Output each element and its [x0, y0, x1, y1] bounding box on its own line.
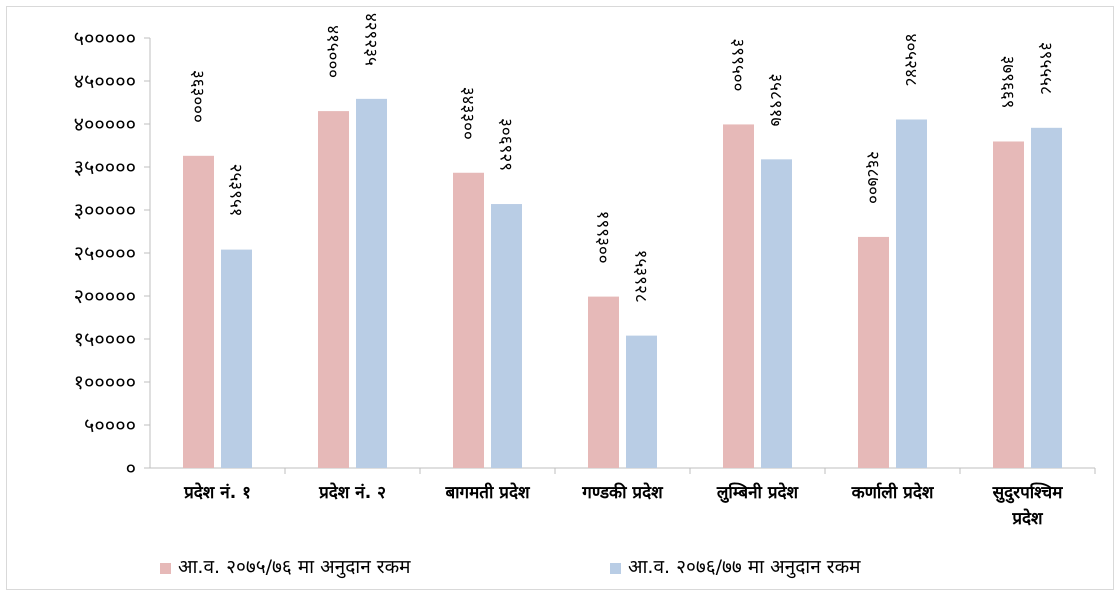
legend-entry-2: आ.व. २०७६/७७ मा अनुदान रकम: [628, 556, 861, 579]
data-label: ३७९६६९: [998, 55, 1018, 108]
data-label: ४२९२३५: [361, 13, 381, 66]
legend-swatch-1: [160, 563, 171, 574]
chart-frame: [6, 6, 1114, 590]
x-tick-label: सुदुरपश्चिम: [992, 482, 1064, 504]
y-tick-label: १५००००: [74, 327, 136, 351]
bar-series-2[interactable]: [761, 159, 792, 469]
data-label: १५३९२८: [631, 250, 651, 303]
bar-series-1[interactable]: [318, 111, 349, 468]
data-label: ४०५२४८: [901, 33, 921, 86]
y-tick-label: २०००००: [74, 284, 136, 308]
data-label: २५३९५१: [226, 164, 246, 217]
data-label: ३०६९२९: [496, 118, 516, 171]
bar-series-1[interactable]: [993, 141, 1024, 468]
bar-series-2[interactable]: [896, 119, 927, 468]
data-label: २६८७००: [863, 151, 883, 204]
bar-series-1[interactable]: [858, 236, 889, 468]
bar-series-2[interactable]: [221, 249, 252, 468]
x-tick-label: प्रदेश नं. १: [183, 482, 251, 503]
y-tick-label: ०: [126, 456, 136, 480]
data-label: ३६३०००: [188, 70, 208, 123]
y-tick-label: ५००००: [84, 413, 136, 437]
legend-swatch-2: [610, 563, 621, 574]
x-tick-label: गण्डकी प्रदेश: [581, 482, 664, 503]
data-label: ३५८९१७: [766, 73, 786, 126]
data-label: ३४३३००: [458, 87, 478, 140]
data-label: ३९९५००: [728, 38, 748, 91]
y-tick-label: २५००००: [74, 241, 136, 265]
x-tick-label: प्रदेश: [1011, 508, 1044, 529]
data-label: ३९५५५८: [1036, 42, 1056, 95]
bar-series-2[interactable]: [356, 98, 387, 468]
bar-series-1[interactable]: [588, 296, 619, 468]
y-tick-label: ५०००००: [74, 26, 136, 50]
legend-entry-1: आ.व. २०७५/७६ मा अनुदान रकम: [178, 556, 411, 579]
x-tick-label: प्रदेश नं. २: [318, 482, 386, 503]
x-tick-label: कर्णाली प्रदेश: [851, 482, 935, 503]
x-tick-label: बागमती प्रदेश: [444, 482, 531, 503]
bar-series-1[interactable]: [723, 124, 754, 469]
bar-series-2[interactable]: [1031, 127, 1062, 468]
y-tick-label: ४५००००: [74, 69, 136, 93]
bar-series-1[interactable]: [183, 155, 214, 468]
bar-series-1[interactable]: [453, 172, 484, 468]
y-tick-label: १०००००: [74, 370, 136, 394]
bar-series-2[interactable]: [626, 335, 657, 468]
y-tick-label: ३५००००: [74, 155, 136, 179]
bar-series-2[interactable]: [491, 204, 522, 468]
y-tick-label: ४०००००: [74, 112, 136, 136]
data-label: ४१५०००: [323, 25, 343, 78]
y-tick-label: ३०००००: [74, 198, 136, 222]
x-tick-label: लुम्बिनी प्रदेश: [716, 482, 800, 503]
data-label: १९९३००: [593, 211, 613, 264]
